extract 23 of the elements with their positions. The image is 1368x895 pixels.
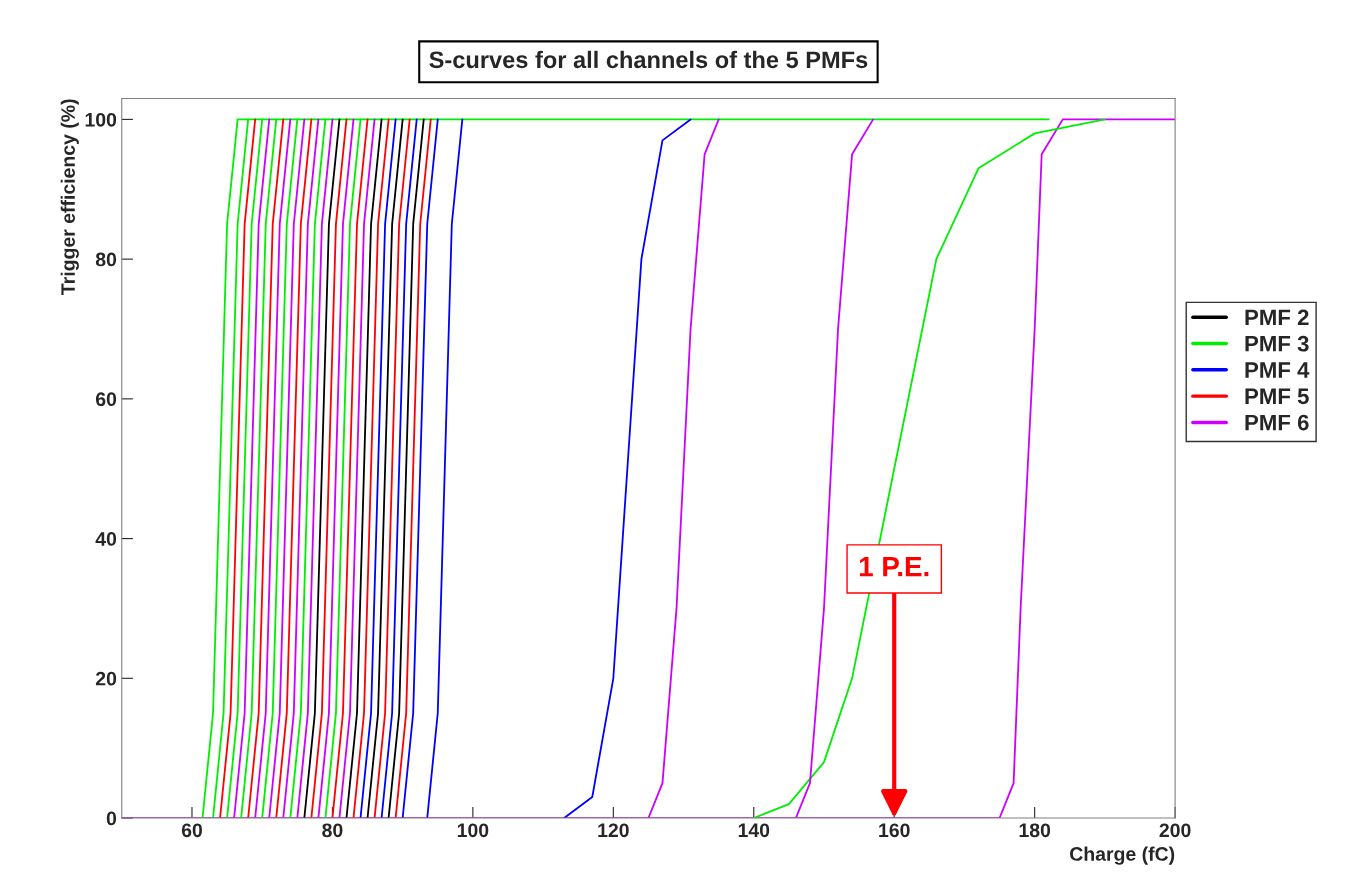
legend-label: PMF 4 — [1245, 362, 1310, 378]
x-tick-label: 60 — [181, 823, 202, 838]
chart-title: S-curves for all channels of the 5 PMFs — [429, 50, 868, 69]
legend-label: PMF 6 — [1245, 414, 1309, 431]
y-tick-label: 80 — [95, 252, 117, 267]
y-axis-title: Trigger efficiency (%) — [60, 99, 79, 295]
y-tick-label: 100 — [85, 112, 117, 127]
x-tick-label: 100 — [457, 823, 489, 838]
annotation: 1 P.E. — [859, 557, 929, 577]
x-axis-title: Charge (fC) — [1070, 846, 1175, 865]
x-tick-label: 200 — [1159, 823, 1191, 838]
y-tick-label: 0 — [106, 811, 117, 826]
y-tick-label: 20 — [95, 671, 117, 686]
x-tick-label: 80 — [322, 823, 343, 838]
legend-label: PMF 2 — [1245, 309, 1309, 326]
legend-label: PMF 5 — [1245, 388, 1309, 405]
y-tick-label: 60 — [95, 392, 117, 407]
x-tick-label: 120 — [598, 823, 629, 838]
legend-label: PMF 3 — [1245, 335, 1309, 352]
x-tick-label: 180 — [1019, 823, 1051, 838]
x-tick-label: 160 — [879, 823, 910, 838]
y-tick-label: 40 — [95, 532, 117, 546]
x-tick-label: 140 — [738, 823, 770, 838]
